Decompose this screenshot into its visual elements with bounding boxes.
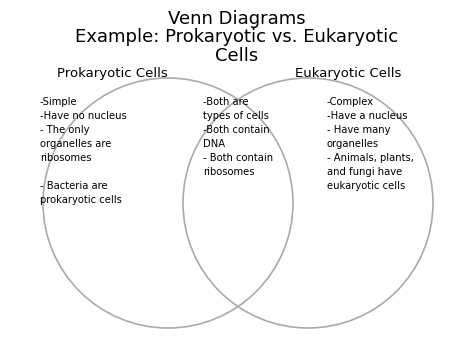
Text: Venn Diagrams: Venn Diagrams xyxy=(168,10,306,28)
Text: Prokaryotic Cells: Prokaryotic Cells xyxy=(56,67,167,80)
Text: Example: Prokaryotic vs. Eukaryotic: Example: Prokaryotic vs. Eukaryotic xyxy=(75,28,399,46)
Text: -Both are
types of cells
-Both contain
DNA
- Both contain
ribosomes: -Both are types of cells -Both contain D… xyxy=(203,97,273,177)
Text: -Simple
-Have no nucleus
- The only
organelles are
ribosomes

- Bacteria are
pro: -Simple -Have no nucleus - The only orga… xyxy=(40,97,127,205)
Text: -Complex
-Have a nucleus
- Have many
organelles
- Animals, plants,
and fungi hav: -Complex -Have a nucleus - Have many org… xyxy=(327,97,414,191)
Text: Cells: Cells xyxy=(215,47,259,65)
Text: Eukaryotic Cells: Eukaryotic Cells xyxy=(295,67,401,80)
